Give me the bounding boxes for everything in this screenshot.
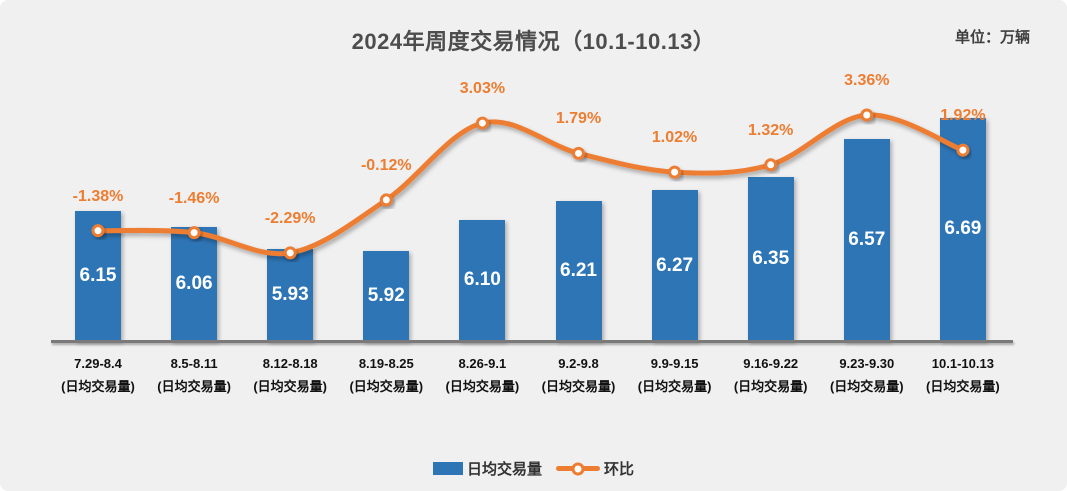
- bar: 6.10: [459, 219, 506, 341]
- tick-sublabel: (日均交易量): [733, 379, 808, 394]
- tick-sublabel: (日均交易量): [445, 379, 520, 394]
- line-marker-dot-icon: [571, 462, 585, 475]
- pct-label: -1.38%: [72, 187, 124, 205]
- tick-sublabel: (日均交易量): [637, 379, 712, 394]
- bar-value-label: 6.57: [848, 228, 886, 250]
- x-axis-tick: 9.23-9.30 (日均交易量): [812, 352, 922, 398]
- pct-label: 1.79%: [555, 110, 602, 128]
- unit-label: 单位：万辆: [954, 29, 1030, 46]
- pct-label: 1.32%: [748, 121, 794, 139]
- bar: 5.92: [363, 251, 410, 341]
- pct-label: 1.02%: [651, 129, 698, 147]
- x-axis-tick: 8.5-8.11 (日均交易量): [139, 352, 249, 398]
- pct-label: 3.03%: [459, 80, 506, 98]
- tick-date-range: 10.1-10.13: [931, 356, 994, 371]
- pct-label: -0.12%: [360, 156, 412, 174]
- bar-value-label: 5.92: [367, 285, 405, 306]
- line-marker: [379, 193, 393, 207]
- legend: 日均交易量 环比: [0, 458, 1067, 479]
- line-series-swatch: [556, 462, 600, 475]
- bar: 6.27: [651, 190, 698, 341]
- bar-value-label: 6.15: [79, 265, 117, 287]
- x-axis-line: [51, 340, 1013, 343]
- bar: 6.15: [75, 211, 121, 341]
- tick-date-range: 8.12-8.18: [262, 356, 318, 371]
- x-axis-tick: 9.9-9.15 (日均交易量): [620, 352, 730, 398]
- bar-value-label: 5.93: [271, 284, 309, 306]
- tick-date-range: 8.19-8.25: [358, 356, 414, 371]
- bar-value-label: 6.06: [175, 272, 213, 294]
- tick-date-range: 9.16-9.22: [743, 356, 799, 371]
- x-axis-tick: 8.19-8.25 (日均交易量): [331, 352, 441, 398]
- tick-date-range: 8.5-8.11: [170, 356, 218, 371]
- bar: 6.06: [171, 226, 218, 341]
- tick-sublabel: (日均交易量): [541, 379, 616, 394]
- tick-sublabel: (日均交易量): [253, 379, 328, 394]
- x-axis-tick: 10.1-10.13 (日均交易量): [908, 352, 1018, 398]
- x-axis-tick: 9.2-9.8 (日均交易量): [524, 352, 634, 398]
- tick-date-range: 9.9-9.15: [650, 356, 699, 371]
- tick-sublabel: (日均交易量): [349, 379, 424, 394]
- x-axis-tick: 9.16-9.22 (日均交易量): [716, 352, 826, 398]
- bar: 6.69: [939, 117, 986, 341]
- x-axis-tick: 8.26-9.1 (日均交易量): [427, 352, 537, 398]
- line-marker: [860, 108, 874, 122]
- pct-label: -2.29%: [264, 209, 316, 227]
- legend-bar-label: 日均交易量: [466, 461, 542, 478]
- bar: 5.93: [267, 249, 314, 341]
- tick-sublabel: (日均交易量): [61, 379, 135, 394]
- legend-item-line-series: 环比: [556, 458, 634, 479]
- pct-label: -1.46%: [168, 189, 220, 207]
- legend-line-label: 环比: [604, 461, 635, 478]
- tick-sublabel: (日均交易量): [926, 379, 1000, 394]
- legend-item-bar-series: 日均交易量: [432, 458, 542, 479]
- bar-value-label: 6.27: [656, 254, 694, 276]
- bar-value-label: 6.35: [752, 247, 790, 269]
- tick-date-range: 9.2-9.8: [558, 356, 599, 371]
- bar-value-label: 6.10: [463, 269, 501, 291]
- tick-date-range: 8.26-9.1: [458, 356, 507, 371]
- tick-date-range: 7.29-8.4: [74, 356, 122, 371]
- line-marker: [764, 158, 778, 172]
- line-marker: [668, 165, 682, 179]
- bar-value-label: 6.69: [944, 218, 982, 240]
- tick-sublabel: (日均交易量): [157, 379, 231, 394]
- pct-label: 1.92%: [940, 107, 986, 125]
- x-axis-tick: 8.12-8.18 (日均交易量): [235, 352, 345, 398]
- bar-value-label: 6.21: [560, 259, 597, 281]
- line-marker: [475, 116, 489, 130]
- bar: 6.21: [555, 200, 602, 341]
- chart-title: 2024年周度交易情况（10.1-10.13）: [351, 29, 716, 54]
- tick-sublabel: (日均交易量): [829, 379, 904, 394]
- pct-label: 3.36%: [844, 72, 890, 90]
- bar: 6.57: [843, 138, 890, 341]
- line-marker: [572, 146, 585, 160]
- trend-line: [95, 112, 966, 257]
- bar-series-swatch: [432, 462, 463, 475]
- bar: 6.35: [747, 176, 794, 341]
- tick-date-range: 9.23-9.30: [839, 356, 895, 371]
- x-axis-tick: 7.29-8.4 (日均交易量): [43, 352, 153, 398]
